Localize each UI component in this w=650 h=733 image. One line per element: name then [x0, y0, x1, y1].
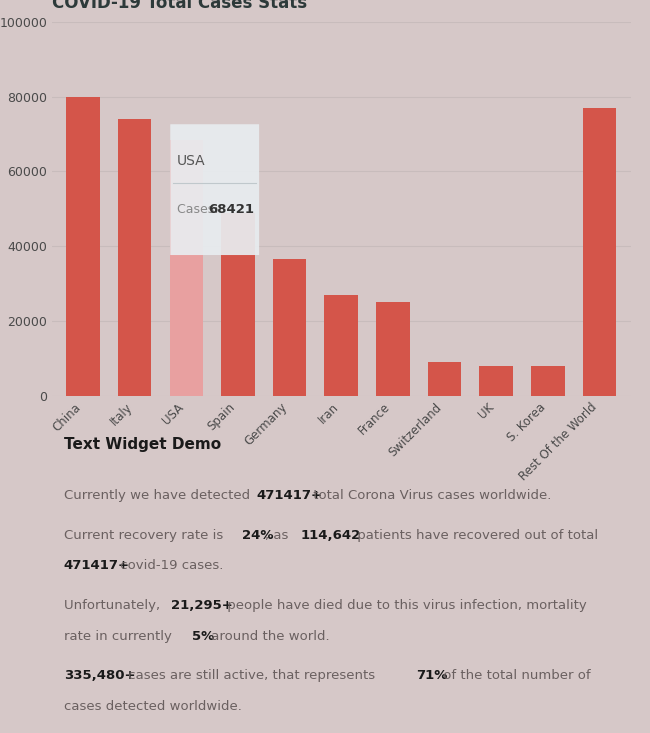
Text: 71%: 71% [417, 669, 448, 682]
Bar [324, 295, 358, 396]
Bar [428, 362, 462, 396]
FancyBboxPatch shape [170, 125, 259, 255]
Text: 5%: 5% [192, 630, 214, 643]
Text: around the world.: around the world. [207, 630, 330, 643]
Bar [531, 366, 565, 396]
Bar [273, 259, 306, 396]
Text: Text Widget Demo: Text Widget Demo [64, 437, 221, 452]
Text: covid-19 cases.: covid-19 cases. [116, 559, 224, 572]
Text: 471417+: 471417+ [64, 559, 129, 572]
Text: USA: USA [177, 154, 205, 168]
Text: 68421: 68421 [208, 203, 254, 216]
Text: patients have recovered out of total: patients have recovered out of total [353, 528, 598, 542]
Bar [170, 140, 203, 396]
Bar [118, 119, 151, 396]
Text: Currently we have detected: Currently we have detected [64, 489, 254, 502]
Bar [376, 302, 410, 396]
Text: people have died due to this virus infection, mortality: people have died due to this virus infec… [223, 599, 587, 612]
Text: 24%: 24% [242, 528, 274, 542]
Bar [480, 366, 513, 396]
Bar [221, 213, 255, 396]
Text: cases are still active, that represents: cases are still active, that represents [124, 669, 379, 682]
Bar [582, 108, 616, 396]
Text: Unfortunately,: Unfortunately, [64, 599, 164, 612]
Text: of the total number of: of the total number of [439, 669, 591, 682]
Text: COVID-19 Total Cases Stats: COVID-19 Total Cases Stats [52, 0, 307, 12]
Text: cases detected worldwide.: cases detected worldwide. [64, 700, 241, 713]
Text: rate in currently: rate in currently [64, 630, 176, 643]
Text: Cases:: Cases: [177, 203, 226, 216]
Text: 114,642: 114,642 [300, 528, 361, 542]
Text: total Corona Virus cases worldwide.: total Corona Virus cases worldwide. [309, 489, 551, 502]
Text: Current recovery rate is: Current recovery rate is [64, 528, 227, 542]
Bar [66, 97, 100, 396]
Text: 335,480+: 335,480+ [64, 669, 135, 682]
Text: , as: , as [265, 528, 292, 542]
Text: 471417+: 471417+ [257, 489, 322, 502]
Text: 21,295+: 21,295+ [171, 599, 233, 612]
